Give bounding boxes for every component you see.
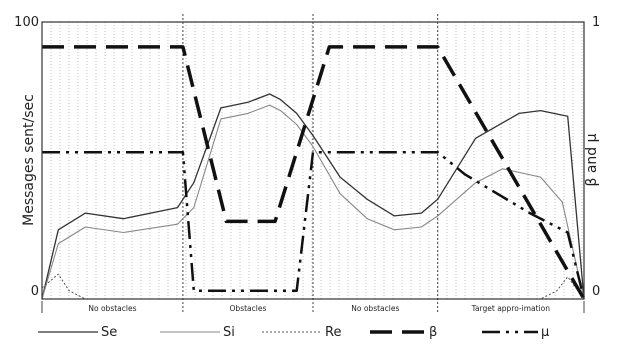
phase-label: No obstacles <box>88 304 136 313</box>
series-line-Se <box>41 93 585 300</box>
phase-label: Target appro-imation <box>471 304 551 313</box>
y-axis-title-right: β and μ <box>584 133 600 186</box>
phase-label: Obstacles <box>230 304 267 313</box>
series-line-μ <box>42 150 586 300</box>
y-tick-label-left: 100 <box>14 15 39 30</box>
legend-label-β: β <box>429 325 437 340</box>
y-tick-label-right: 1 <box>592 15 600 30</box>
y-tick-label-left: 0 <box>31 284 39 299</box>
legend-label-μ: μ <box>541 325 549 340</box>
phase-dividers <box>41 14 585 313</box>
series-lines <box>41 45 586 300</box>
legend-label-Re: Re <box>325 325 341 340</box>
legend-label-Se: Se <box>101 325 117 340</box>
legend: Se Si Re β μ <box>38 325 549 340</box>
y-tick-label-right: 0 <box>592 284 600 299</box>
y-axis-title-left: Messages sent/sec <box>21 94 37 226</box>
ticks: 0 100 0 1 <box>14 15 600 299</box>
series-line-β <box>42 45 586 300</box>
phase-labels: No obstacles Obstacles No obstacles Target … <box>88 304 550 313</box>
legend-label-Si: Si <box>223 325 235 340</box>
grid <box>50 22 583 299</box>
plot-frame <box>41 21 585 300</box>
series-line-Si <box>41 104 585 300</box>
phase-label: No obstacles <box>351 304 399 313</box>
series-line-Re <box>41 273 585 300</box>
